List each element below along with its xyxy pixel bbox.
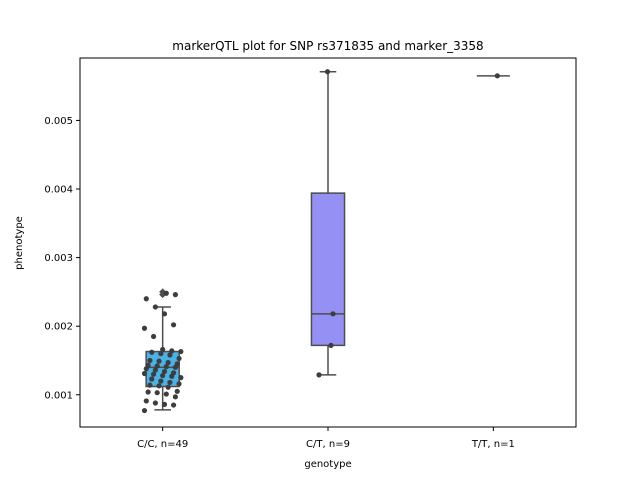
y-axis: 0.001 0.002 0.003 0.004 0.005	[44, 116, 80, 401]
y-tick-label: 0.002	[44, 322, 73, 333]
data-point	[170, 370, 177, 376]
data-point	[156, 358, 162, 364]
data-point	[169, 348, 175, 354]
data-point	[170, 322, 177, 328]
data-point	[174, 388, 180, 394]
strip-points	[316, 69, 336, 378]
data-point	[163, 290, 169, 296]
data-point	[154, 390, 160, 396]
data-point	[152, 367, 158, 373]
data-point	[176, 381, 182, 387]
data-point	[178, 375, 184, 381]
x-axis-label: genotype	[304, 459, 351, 470]
data-point	[143, 398, 149, 404]
data-point	[149, 376, 155, 382]
box-iqr	[310, 192, 346, 347]
data-point	[152, 400, 158, 406]
y-tick-label: 0.003	[44, 253, 73, 264]
data-point	[154, 363, 160, 369]
data-point	[176, 355, 182, 362]
data-point	[178, 348, 184, 355]
y-tick-label: 0.001	[44, 390, 73, 401]
x-tick-label: T/T, n=1	[471, 439, 515, 450]
plot-area	[141, 69, 510, 414]
data-point	[174, 361, 180, 367]
data-point	[143, 296, 149, 302]
data-point	[170, 402, 177, 408]
data-point	[172, 394, 178, 400]
data-point	[172, 292, 178, 298]
data-point	[167, 379, 173, 386]
data-point	[494, 73, 500, 79]
data-point	[152, 304, 158, 310]
data-point	[145, 389, 151, 395]
data-point	[158, 351, 164, 357]
data-point	[149, 349, 155, 355]
strip-points	[494, 73, 500, 79]
data-point	[160, 372, 166, 379]
data-point	[163, 391, 169, 397]
strip-points	[141, 290, 184, 414]
data-point	[147, 357, 153, 364]
data-point	[165, 384, 171, 390]
x-tick-label: C/T, n=9	[306, 439, 350, 450]
data-point	[161, 311, 168, 317]
x-tick-label: C/C, n=49	[137, 439, 188, 450]
data-point	[147, 382, 153, 388]
data-point	[150, 371, 157, 377]
x-axis: C/C, n=49 C/T, n=9 T/T, n=1	[137, 427, 515, 450]
data-point	[156, 383, 162, 389]
data-point	[161, 368, 168, 375]
y-tick-label: 0.004	[44, 185, 73, 196]
data-point	[165, 359, 171, 366]
data-point	[163, 364, 169, 370]
data-point	[141, 407, 148, 414]
data-point	[324, 69, 331, 75]
data-point	[141, 370, 148, 377]
data-point	[145, 362, 151, 368]
data-point	[328, 342, 334, 348]
data-point	[161, 401, 168, 407]
y-tick-label: 0.005	[44, 116, 73, 127]
data-point	[150, 333, 157, 340]
data-point	[330, 311, 336, 317]
data-point	[160, 346, 166, 353]
box-group	[310, 70, 346, 376]
chart-title: markerQTL plot for SNP rs371835 and mark…	[172, 39, 483, 53]
data-point	[158, 378, 164, 384]
y-axis-label: phenotype	[14, 216, 25, 270]
data-point	[167, 352, 173, 358]
data-point	[141, 325, 148, 331]
data-point	[316, 372, 322, 378]
